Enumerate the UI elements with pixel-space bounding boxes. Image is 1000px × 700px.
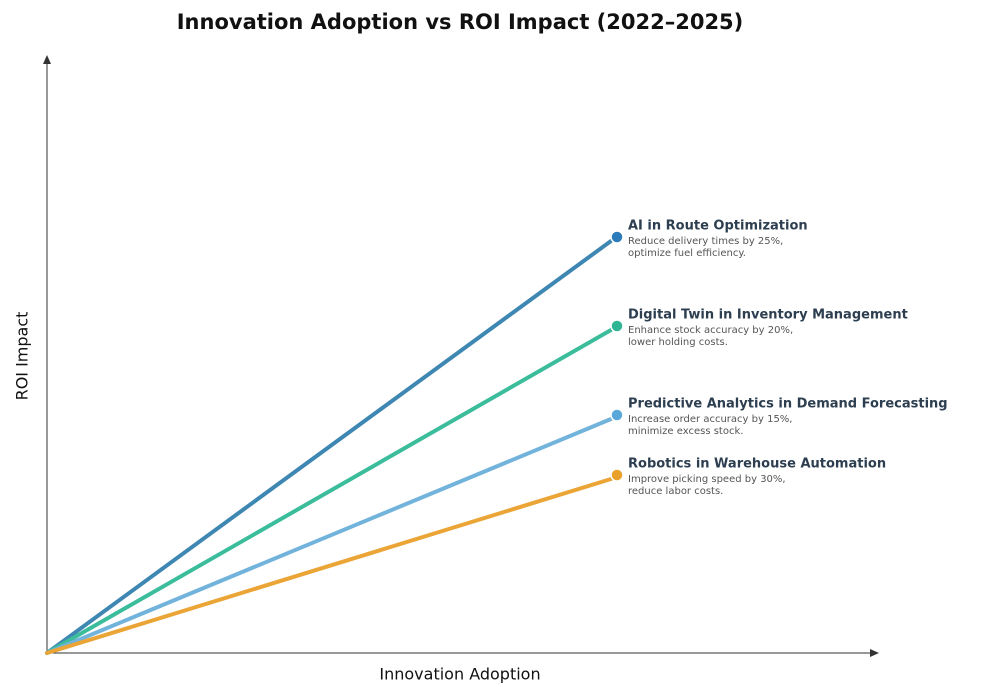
item-label: AI in Route Optimization bbox=[628, 219, 808, 234]
trend-line bbox=[45, 239, 613, 655]
item-description: Reduce delivery times by 25%, bbox=[628, 236, 783, 247]
end-dot bbox=[610, 468, 624, 482]
item-description: optimize fuel efficiency. bbox=[628, 248, 746, 259]
y-axis-arrow bbox=[43, 55, 51, 64]
y-axis-label: ROI Impact bbox=[13, 312, 32, 401]
end-dot bbox=[610, 230, 624, 244]
trend-line bbox=[45, 417, 613, 655]
items: AI in Route Optimization Reduce delivery … bbox=[45, 219, 948, 655]
item-description: reduce labor costs. bbox=[628, 486, 723, 497]
item-description: Increase order accuracy by 15%, bbox=[628, 414, 793, 425]
item-description: Improve picking speed by 30%, bbox=[628, 474, 786, 485]
x-axis-arrow bbox=[870, 649, 879, 657]
x-axis-label: Innovation Adoption bbox=[379, 665, 540, 684]
item-label: Robotics in Warehouse Automation bbox=[628, 457, 886, 472]
trend-line bbox=[45, 328, 613, 655]
item-description: minimize excess stock. bbox=[628, 426, 743, 437]
item-label: Predictive Analytics in Demand Forecasti… bbox=[628, 397, 948, 412]
trend-line bbox=[45, 477, 613, 655]
item-label: Digital Twin in Inventory Management bbox=[628, 308, 908, 323]
end-dot bbox=[610, 408, 624, 422]
item-description: lower holding costs. bbox=[628, 337, 728, 348]
end-dot bbox=[610, 319, 624, 333]
chart-title: Innovation Adoption vs ROI Impact (2022–… bbox=[177, 10, 744, 34]
item-description: Enhance stock accuracy by 20%, bbox=[628, 325, 793, 336]
